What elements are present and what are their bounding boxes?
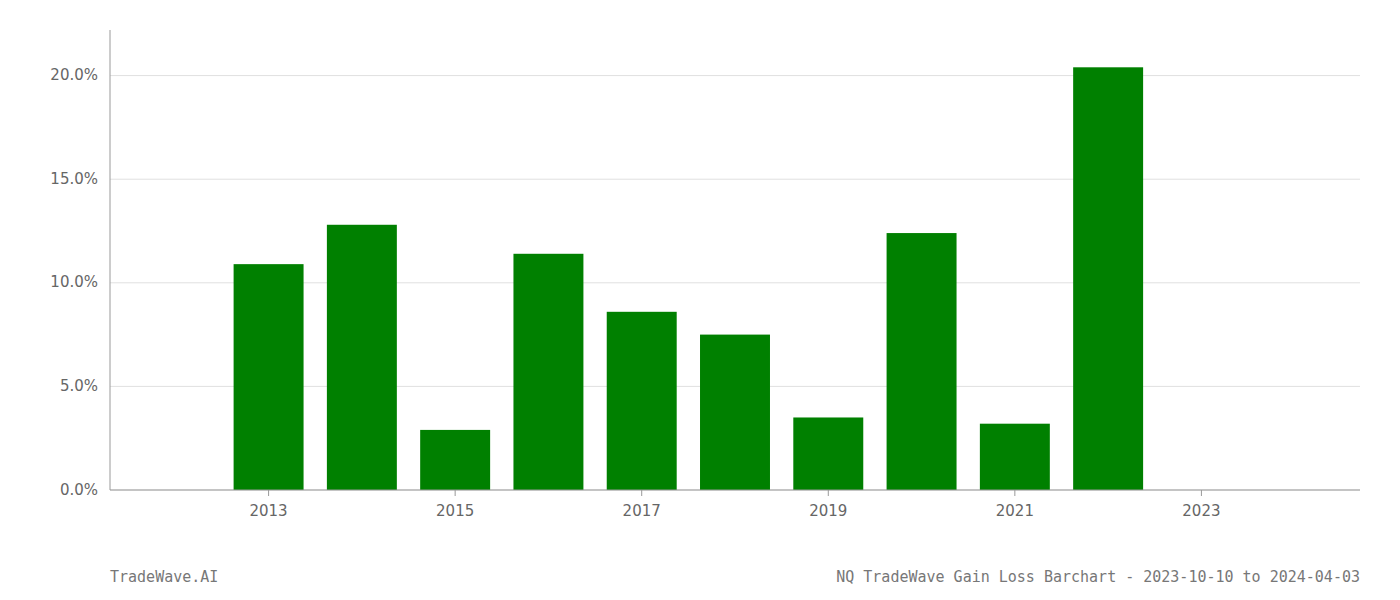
- bar: [887, 233, 957, 490]
- x-tick-label: 2013: [249, 502, 287, 520]
- x-tick: [268, 490, 269, 496]
- x-tick: [641, 490, 642, 496]
- x-tick: [455, 490, 456, 496]
- x-tick-label: 2023: [1182, 502, 1220, 520]
- grid-line: [110, 490, 1360, 491]
- footer: TradeWave.AI NQ TradeWave Gain Loss Barch…: [110, 568, 1360, 586]
- x-tick-label: 2015: [436, 502, 474, 520]
- x-tick-label: 2021: [996, 502, 1034, 520]
- x-axis-line: [110, 490, 1360, 491]
- x-tick-label: 2017: [623, 502, 661, 520]
- chart: 0.0%5.0%10.0%15.0%20.0%20132015201720192…: [0, 0, 1400, 600]
- y-tick-label: 20.0%: [50, 66, 98, 84]
- x-tick-label: 2019: [809, 502, 847, 520]
- y-axis-line: [110, 30, 111, 490]
- footer-left: TradeWave.AI: [110, 568, 218, 586]
- x-tick: [828, 490, 829, 496]
- footer-right: NQ TradeWave Gain Loss Barchart - 2023-1…: [836, 568, 1360, 586]
- bar: [420, 430, 490, 490]
- bars: [234, 67, 1144, 490]
- bar: [607, 312, 677, 490]
- bar: [793, 417, 863, 490]
- background: [0, 0, 1400, 600]
- bar: [1073, 67, 1143, 490]
- y-tick-label: 15.0%: [50, 170, 98, 188]
- grid-line: [110, 179, 1360, 180]
- y-tick-label: 5.0%: [60, 377, 98, 395]
- axes: [110, 30, 1360, 490]
- chart-container: 0.0%5.0%10.0%15.0%20.0%20132015201720192…: [0, 0, 1400, 600]
- grid: [110, 76, 1360, 490]
- bar: [513, 254, 583, 490]
- grid-line: [110, 75, 1360, 76]
- x-tick: [1014, 490, 1015, 496]
- y-tick-label: 0.0%: [60, 481, 98, 499]
- y-tick-label: 10.0%: [50, 273, 98, 291]
- y-tick-labels: 0.0% 5.0% 10.0% 15.0% 20.0%: [50, 66, 98, 498]
- x-ticks: 2013 2015 2017 2019 2021 2023: [249, 490, 1220, 520]
- bar: [700, 335, 770, 490]
- bar: [980, 424, 1050, 490]
- bar: [234, 264, 304, 490]
- bar: [327, 225, 397, 490]
- x-tick: [1201, 490, 1202, 496]
